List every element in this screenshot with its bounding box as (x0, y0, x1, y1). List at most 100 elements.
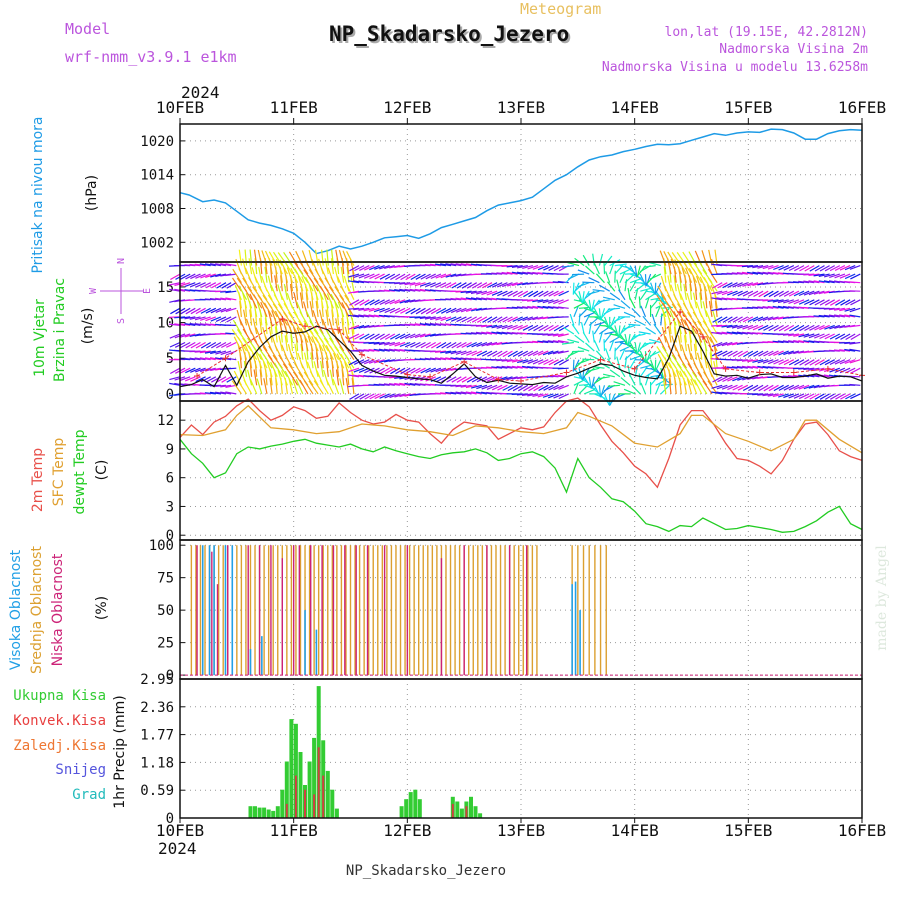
wind-arrow (487, 316, 498, 323)
wind-arrow (711, 331, 723, 335)
credit-label: made by Angel (874, 545, 890, 651)
wind-arrow (257, 294, 268, 309)
wind-arrow (808, 290, 820, 296)
wind-arrow (256, 301, 263, 318)
wind-arrow (788, 299, 800, 304)
wind-gust-marker (790, 369, 797, 376)
wind-arrow (552, 340, 564, 344)
precip-total-bar (408, 792, 413, 818)
wind-arrow (708, 319, 718, 335)
wind-arrow (840, 299, 851, 306)
wind-arrow (598, 385, 602, 398)
wind-arrow (527, 350, 539, 357)
wind-arrow (491, 384, 503, 391)
wind-arrow (330, 276, 340, 292)
wind-arrow (200, 367, 211, 373)
wind-arrow (369, 265, 380, 271)
wind-arrow (597, 299, 610, 303)
wind-arrow (369, 299, 380, 306)
wind-arrow (793, 290, 805, 297)
wind-arrow (329, 345, 340, 361)
wind-arrow (409, 288, 421, 292)
wind-arrow (242, 292, 248, 309)
wind-arrow (236, 329, 247, 343)
wind-arrow (221, 376, 232, 383)
wind-arrow (799, 359, 810, 366)
wind-arrow (537, 299, 549, 303)
wind-arrow (221, 282, 232, 289)
wind-arrow (506, 359, 518, 363)
wind-arrow (184, 282, 196, 287)
wind-arrow (522, 350, 534, 357)
temp2m-line (179, 397, 863, 489)
wind-arrow (561, 341, 574, 345)
wind-arrow (247, 369, 253, 386)
model-label: Model (65, 20, 110, 38)
wind-arrow (414, 323, 426, 326)
wind-arrow (573, 376, 586, 380)
wind-arrow (777, 305, 789, 309)
wind-arrow (226, 316, 237, 323)
pressure-title: Pritisak na nivou mora (30, 116, 46, 273)
wind-arrow (609, 316, 616, 329)
y-tick-label: 1008 (140, 201, 174, 217)
wind-arrow (736, 272, 748, 275)
wind-arrow (532, 305, 544, 309)
wind-arrow (424, 333, 436, 338)
wind-arrow (341, 302, 350, 318)
wind-arrow (553, 290, 564, 297)
wind-arrow (259, 318, 263, 335)
wind-arrow (415, 341, 426, 349)
wind-arrow (194, 357, 206, 361)
wind-arrow (667, 294, 677, 309)
wind-arrow (819, 265, 830, 272)
wind-arrow (486, 341, 498, 347)
wind-arrow (348, 307, 360, 310)
wind-arrow (527, 393, 539, 397)
wind-arrow (623, 324, 636, 330)
wind-arrow (378, 383, 390, 386)
wind-arrow (320, 360, 324, 377)
wind-gust-marker (756, 369, 763, 376)
wind-arrow (351, 326, 355, 343)
wind-arrow (497, 290, 508, 297)
wind-arrow (587, 367, 600, 372)
wind-arrow (742, 282, 754, 287)
wind-arrow (248, 258, 253, 275)
wind-arrow (614, 264, 624, 275)
wind-arrow (752, 282, 764, 286)
wind-arrow (358, 324, 370, 329)
wind-arrow (732, 282, 743, 288)
wind-arrow (349, 265, 360, 272)
wind-arrow (486, 366, 498, 369)
wind-arrow (195, 307, 206, 315)
wind-arrow (180, 273, 191, 280)
wind-arrow (419, 288, 431, 292)
wind-arrow (419, 333, 431, 338)
wind-arrow (436, 341, 447, 349)
wind-arrow (482, 316, 493, 323)
wind-arrow (243, 379, 253, 395)
precip-conv-bar (465, 806, 468, 818)
wind-arrow (384, 265, 395, 269)
y-tick-label: 1.18 (140, 755, 174, 771)
wind-arrow (179, 288, 191, 292)
wind-arrow (501, 265, 513, 267)
wind-arrow (655, 290, 664, 302)
wind-arrow (533, 290, 544, 298)
y-tick-label: 2.36 (140, 700, 174, 716)
y-tick-label: 100 (149, 538, 174, 554)
wind-arrow (328, 318, 334, 335)
wind-arrow (778, 265, 789, 271)
top-date-label: 12FEB (383, 98, 431, 117)
wind-arrow (185, 273, 196, 280)
wind-arrow (673, 311, 682, 326)
wind-arrow (445, 273, 457, 278)
wind-arrow (389, 341, 401, 347)
wind-arrow (793, 393, 805, 399)
wind-arrow (687, 371, 698, 386)
wind-arrow (809, 299, 820, 306)
y-tick-label: 15 (157, 280, 174, 296)
wind-arrow (668, 326, 672, 343)
wind-arrow (712, 309, 718, 326)
